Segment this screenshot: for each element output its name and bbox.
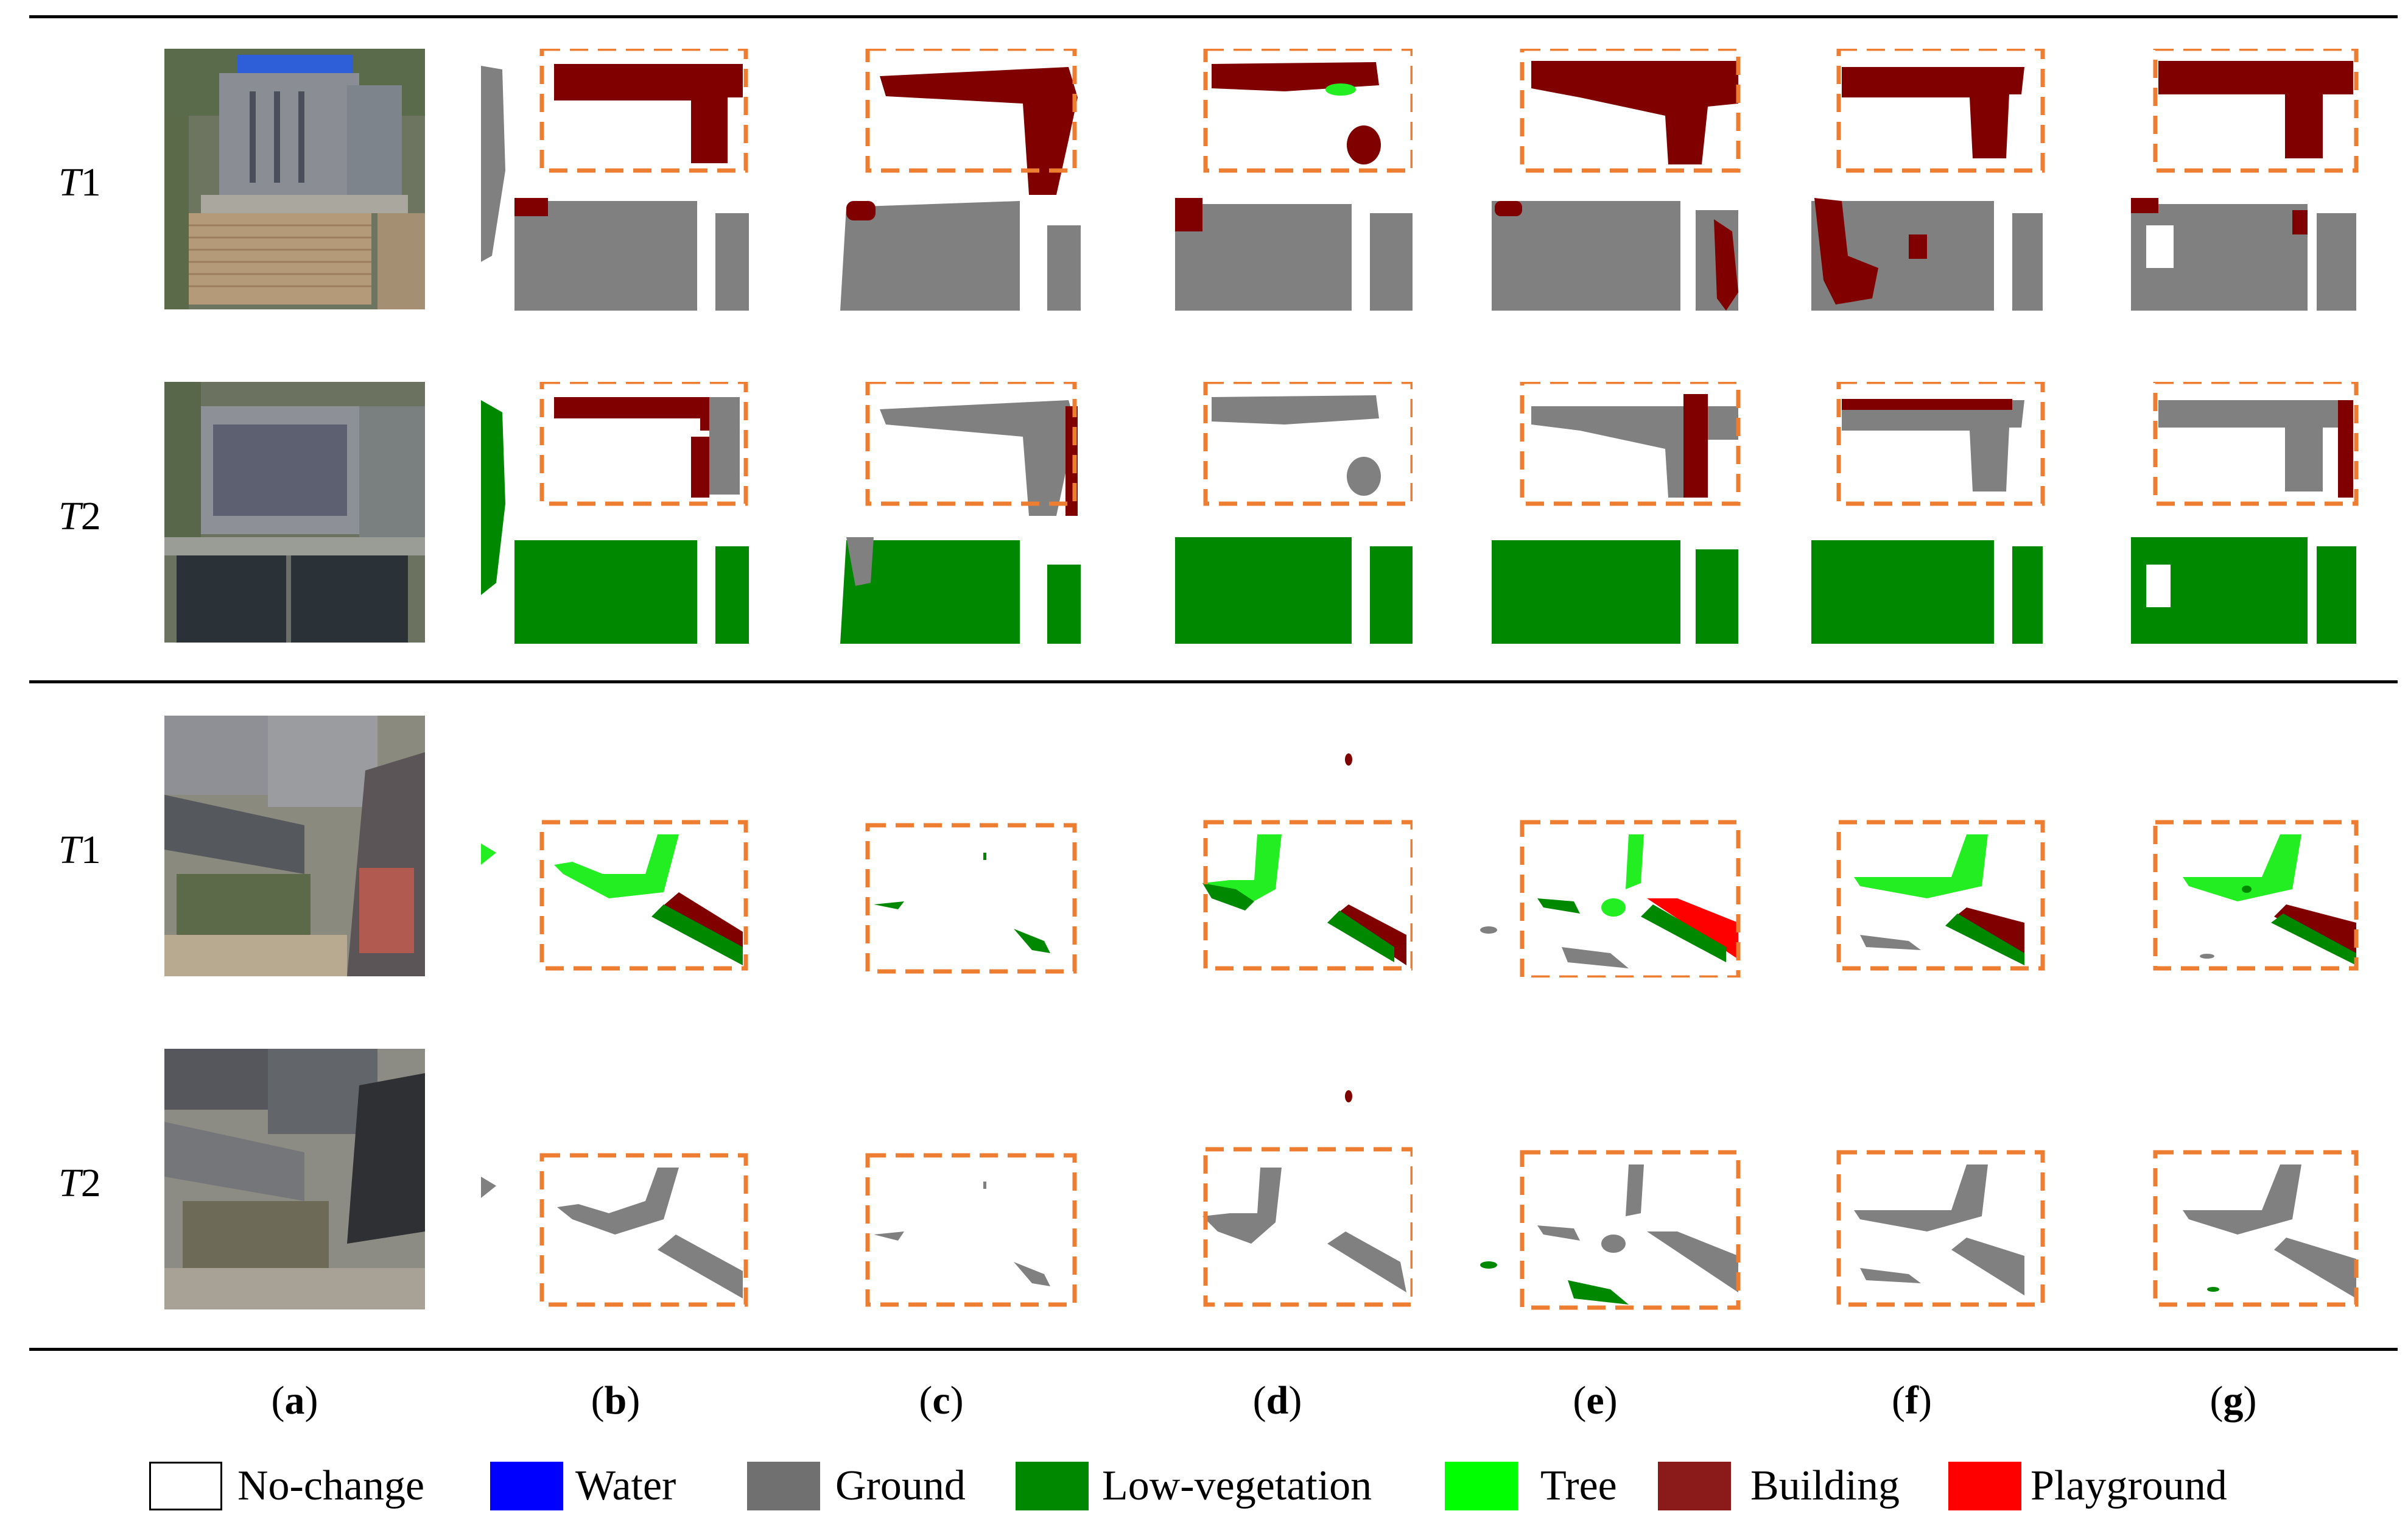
- map-panel-row4-c: [813, 1049, 1081, 1311]
- map-panel-row2-e: [1476, 382, 1744, 644]
- aerial-image-row2: [164, 382, 425, 643]
- row-label-1: T1: [58, 160, 101, 205]
- legend-swatch-ground: [747, 1462, 820, 1510]
- aerial-image-row3: [164, 716, 425, 976]
- col-label-c: (c): [919, 1378, 964, 1423]
- map-panel-row3-b: [481, 716, 749, 978]
- map-panel-row2-b: [481, 382, 749, 644]
- legend-label-building: Building: [1750, 1462, 1900, 1509]
- map-panel-row3-f: [1811, 716, 2079, 978]
- map-panel-row2-c: [813, 382, 1081, 644]
- legend: No-change Water Ground Low-vegetation Tr…: [0, 1459, 2408, 1520]
- col-label-f: (f): [1892, 1378, 1932, 1423]
- legend-swatch-playground: [1948, 1462, 2021, 1510]
- map-panel-row4-e: [1476, 1049, 1744, 1311]
- col-label-a: (a): [271, 1378, 318, 1423]
- top-rule: [29, 15, 2398, 18]
- legend-label-ground: Ground: [835, 1462, 966, 1509]
- row-label-4: T2: [58, 1161, 101, 1205]
- middle-rule: [29, 680, 2398, 683]
- map-panel-row1-e: [1476, 49, 1744, 311]
- map-panel-row2-f: [1811, 382, 2079, 644]
- map-panel-row3-d: [1145, 716, 1413, 978]
- map-panel-row2-d: [1145, 382, 1413, 644]
- legend-label-tree: Tree: [1540, 1462, 1617, 1509]
- legend-swatch-no-change: [149, 1462, 222, 1510]
- row-label-3: T1: [58, 828, 101, 872]
- map-panel-row1-g: [2128, 49, 2396, 311]
- col-label-e: (e): [1573, 1378, 1618, 1423]
- map-panel-row4-f: [1811, 1049, 2079, 1311]
- map-panel-row1-c: [813, 49, 1081, 311]
- map-panel-row3-c: [813, 716, 1081, 978]
- legend-swatch-low-vegetation: [1016, 1462, 1089, 1510]
- map-panel-row1-d: [1145, 49, 1413, 311]
- col-label-b: (b): [591, 1378, 641, 1423]
- col-label-d: (d): [1252, 1378, 1302, 1423]
- row-label-2: T2: [58, 494, 101, 538]
- legend-label-low-vegetation: Low-vegetation: [1102, 1462, 1372, 1509]
- map-panel-row4-b: [481, 1049, 749, 1311]
- map-panel-row3-e: [1476, 716, 1744, 978]
- map-panel-row3-g: [2128, 716, 2396, 978]
- map-panel-row1-f: [1811, 49, 2079, 311]
- aerial-image-row4: [164, 1049, 425, 1309]
- map-panel-row4-g: [2128, 1049, 2396, 1311]
- aerial-image-row1: [164, 49, 425, 309]
- map-panel-row1-b: [481, 49, 749, 311]
- map-panel-row4-d: [1145, 1049, 1413, 1311]
- legend-label-no-change: No-change: [237, 1462, 425, 1509]
- legend-swatch-water: [490, 1462, 563, 1510]
- legend-label-water: Water: [575, 1462, 676, 1509]
- col-label-g: (g): [2210, 1378, 2257, 1423]
- map-panel-row2-g: [2128, 382, 2396, 644]
- legend-label-playground: Playground: [2031, 1462, 2227, 1509]
- legend-swatch-tree: [1445, 1462, 1518, 1510]
- legend-swatch-building: [1658, 1462, 1731, 1510]
- bottom-rule: [29, 1348, 2398, 1351]
